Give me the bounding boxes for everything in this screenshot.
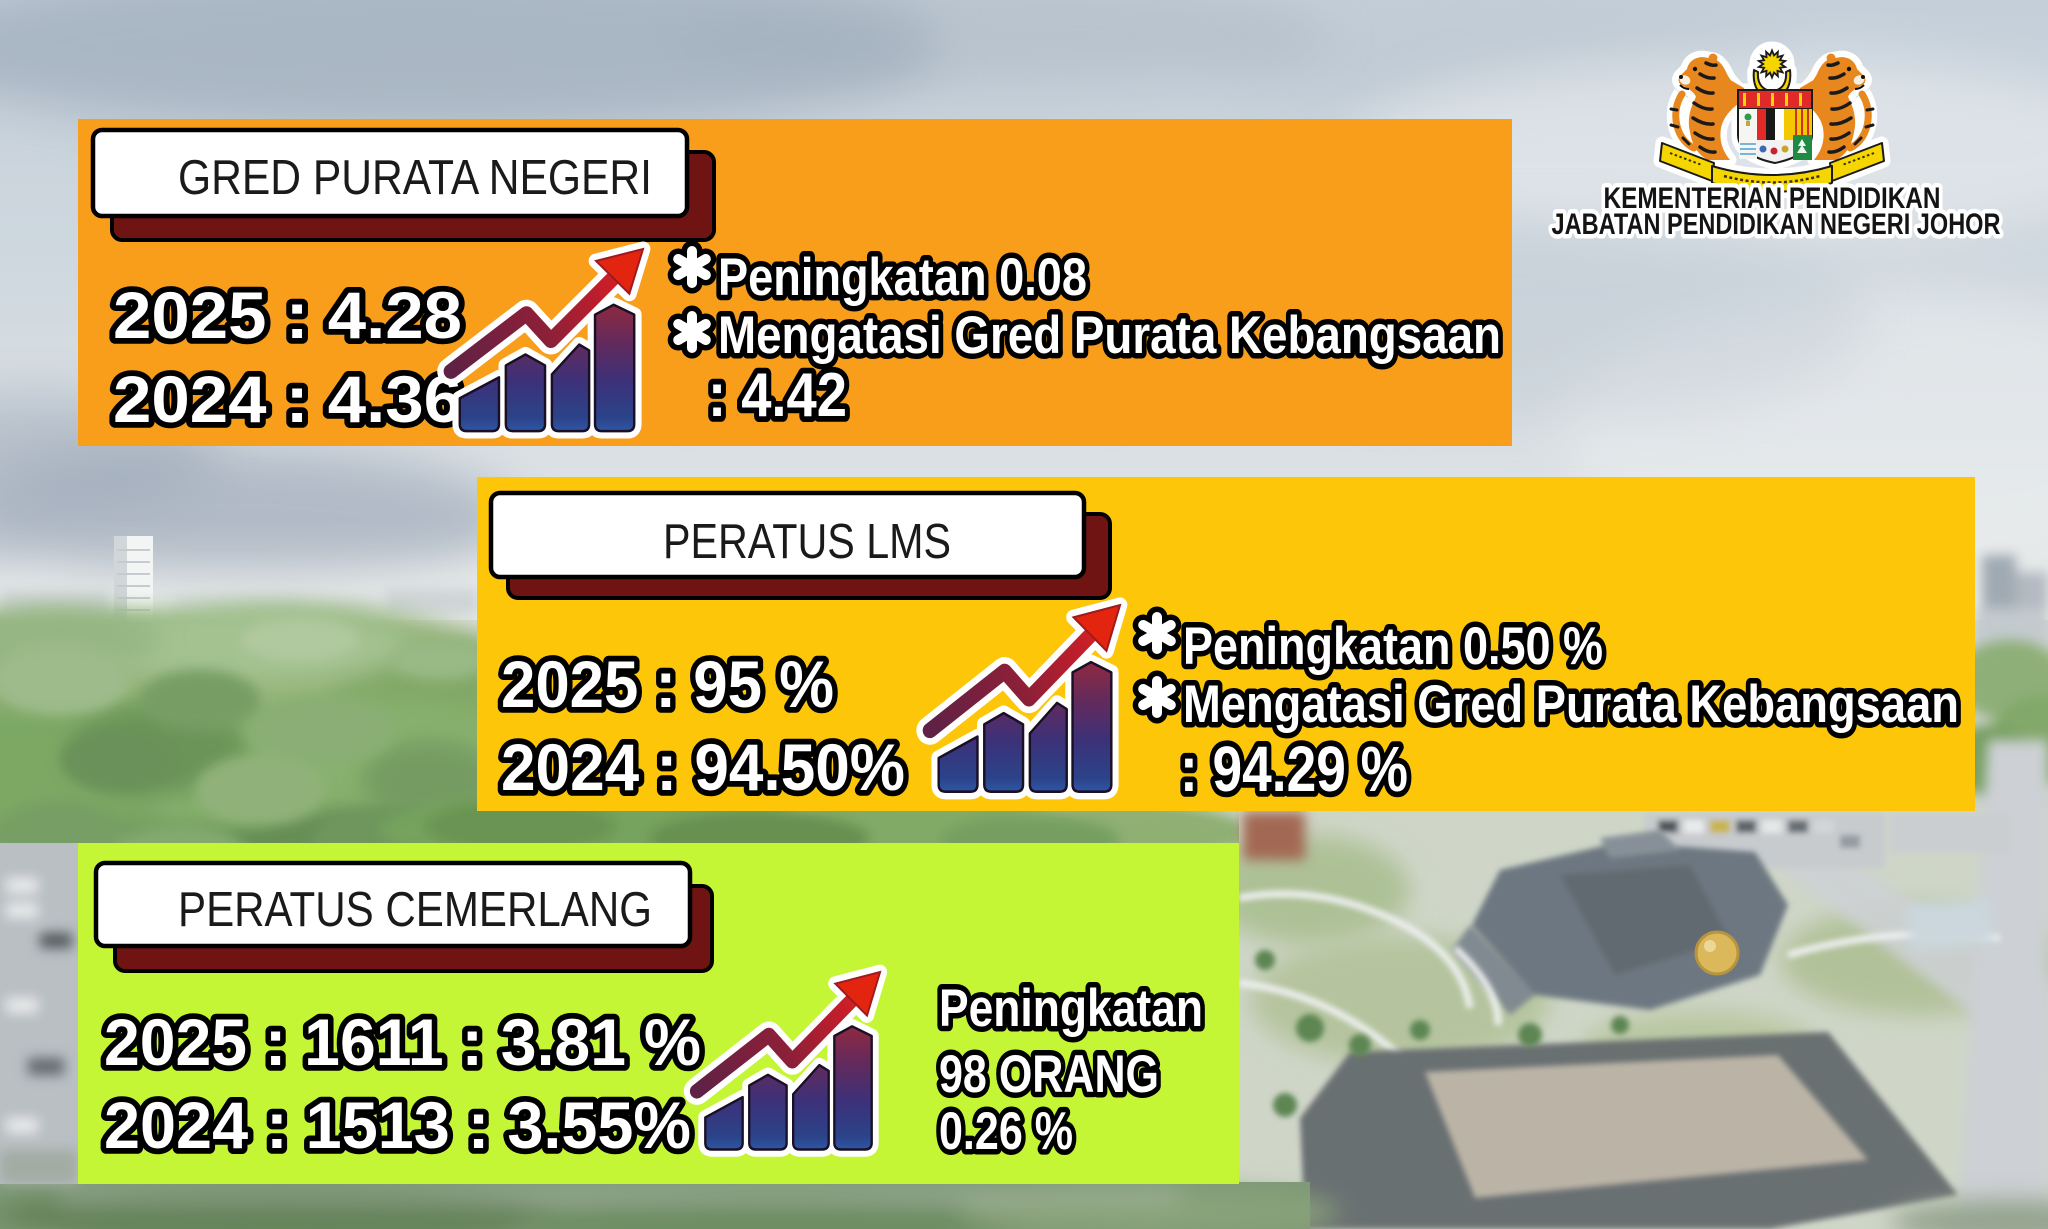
svg-text:Peningkatan 0.08: Peningkatan 0.08 — [718, 248, 1087, 307]
svg-text:PERATUS CEMERLANG: PERATUS CEMERLANG — [178, 883, 652, 937]
svg-text:2025 : 95 %: 2025 : 95 % — [501, 647, 834, 721]
svg-text:: 4.42: : 4.42 — [708, 361, 847, 430]
svg-text:Mengatasi Gred Purata Kebangsa: Mengatasi Gred Purata Kebangsaan — [718, 306, 1501, 365]
svg-text:GRED PURATA NEGERI: GRED PURATA NEGERI — [178, 151, 652, 205]
svg-text:Mengatasi Gred Purata Kebangsa: Mengatasi Gred Purata Kebangsaan — [1183, 675, 1959, 734]
svg-text:PERATUS LMS: PERATUS LMS — [663, 515, 951, 569]
svg-text:2025 : 1611 : 3.81 %: 2025 : 1611 : 3.81 % — [104, 1005, 701, 1079]
svg-text:2024 : 1513 : 3.55%: 2024 : 1513 : 3.55% — [104, 1088, 691, 1162]
svg-text:JABATAN PENDIDIKAN NEGERI JOHO: JABATAN PENDIDIKAN NEGERI JOHOR — [1552, 208, 2001, 241]
svg-text:2024 : 4.36: 2024 : 4.36 — [113, 362, 462, 436]
svg-text:Peningkatan 0.50 %: Peningkatan 0.50 % — [1183, 617, 1603, 676]
svg-text:2024 : 94.50%: 2024 : 94.50% — [501, 730, 905, 804]
svg-text:0.26 %: 0.26 % — [939, 1102, 1073, 1161]
svg-text:98 ORANG: 98 ORANG — [939, 1045, 1159, 1104]
svg-text:: 94.29 %: : 94.29 % — [1180, 733, 1408, 805]
svg-text:Peningkatan: Peningkatan — [939, 979, 1203, 1038]
svg-text:2025 : 4.28: 2025 : 4.28 — [113, 278, 462, 352]
svg-text:KEMENTERIAN PENDIDIKAN: KEMENTERIAN PENDIDIKAN — [1604, 182, 1941, 215]
